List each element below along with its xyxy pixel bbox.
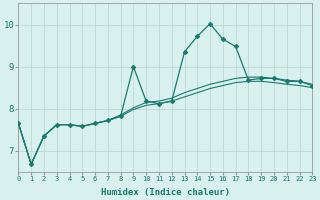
X-axis label: Humidex (Indice chaleur): Humidex (Indice chaleur) xyxy=(101,188,230,197)
